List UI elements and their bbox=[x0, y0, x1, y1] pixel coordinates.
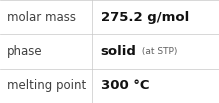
Text: melting point: melting point bbox=[7, 79, 86, 92]
Text: (at STP): (at STP) bbox=[139, 47, 177, 56]
Text: 275.2 g/mol: 275.2 g/mol bbox=[101, 11, 189, 24]
Text: 300 °C: 300 °C bbox=[101, 79, 149, 92]
Text: molar mass: molar mass bbox=[7, 11, 76, 24]
Text: phase: phase bbox=[7, 45, 42, 58]
Text: solid: solid bbox=[101, 45, 137, 58]
